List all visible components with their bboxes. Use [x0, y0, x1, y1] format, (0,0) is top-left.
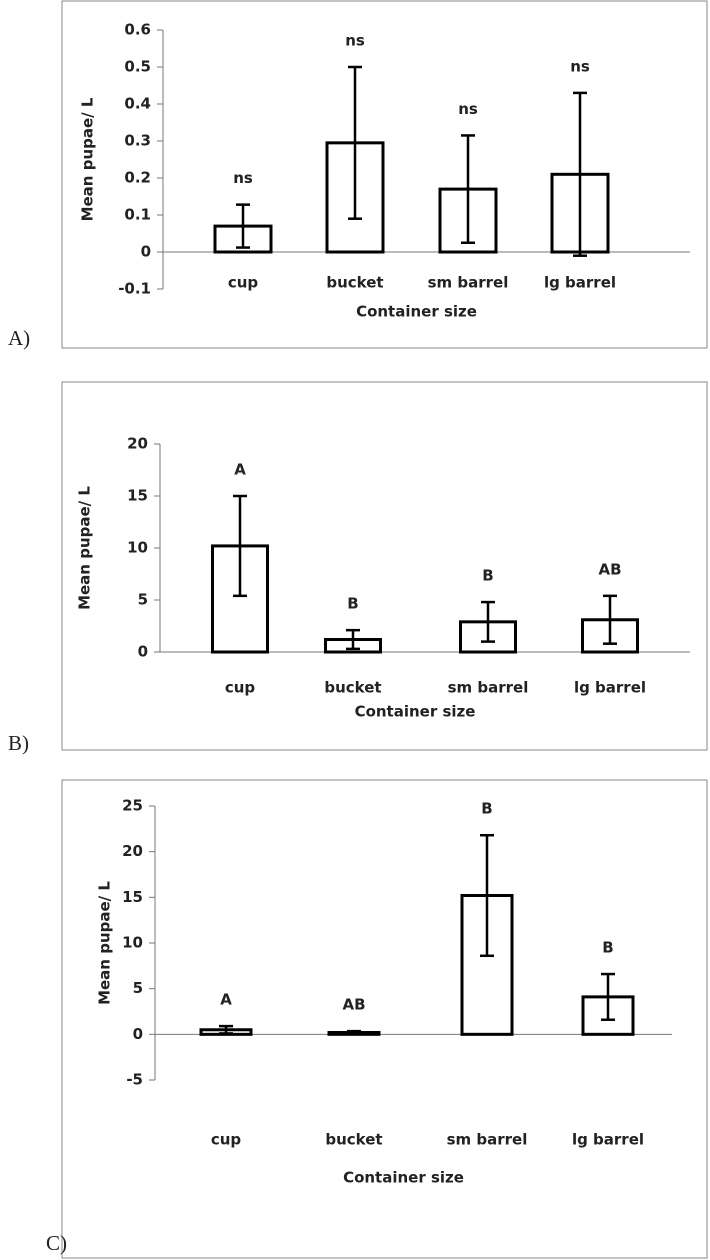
chart-panel: C) -5 0 5 10 15 20 25 Mean pupae/ L Container siz…	[46, 779, 708, 1259]
x-tick-label: sm barrel	[448, 679, 529, 697]
annotation: AB	[342, 996, 365, 1014]
y-axis-label: Mean pupae/ L	[96, 881, 114, 1005]
x-axis-label: Container size	[355, 703, 476, 721]
y-tick-label: 10	[122, 934, 143, 952]
y-tick-label: 0.1	[124, 206, 151, 224]
y-tick-label: 10	[127, 539, 148, 557]
annotation: ns	[458, 100, 478, 118]
x-tick-label: cup	[225, 679, 256, 697]
annotation: ns	[345, 32, 365, 50]
x-tick-label: sm barrel	[447, 1131, 528, 1149]
panel-frame	[61, 779, 708, 1259]
chart-panel: A) -0.1 0 0.1 0.2 0.3 0.4 0.5 0.6 Mean pupae/ L Co…	[8, 0, 708, 350]
x-tick-label: bucket	[326, 274, 383, 292]
annotation: B	[481, 800, 492, 818]
y-tick-label: 0.6	[124, 21, 151, 39]
y-tick-label: 0	[138, 643, 148, 661]
y-axis-label: Mean pupae/ L	[76, 486, 94, 610]
y-tick-label: 0.3	[124, 132, 151, 150]
y-tick-label: 5	[138, 591, 148, 609]
y-tick-label: 5	[133, 979, 143, 997]
x-axis-label: Container size	[343, 1169, 464, 1187]
panel-label: A)	[8, 326, 30, 350]
annotation: B	[482, 567, 493, 585]
y-tick-label: -5	[126, 1071, 143, 1089]
x-tick-label: sm barrel	[428, 274, 509, 292]
y-tick-label: 0.4	[124, 95, 151, 113]
x-tick-label: lg barrel	[544, 274, 616, 292]
panel-label: C)	[46, 1231, 67, 1255]
y-tick-label: 25	[122, 797, 143, 815]
y-tick-label: 15	[122, 888, 143, 906]
x-tick-label: lg barrel	[572, 1131, 644, 1149]
y-tick-label: 0	[141, 243, 151, 261]
annotation: A	[234, 461, 246, 479]
annotation: A	[220, 991, 232, 1009]
annotation: B	[602, 939, 613, 957]
x-tick-label: lg barrel	[574, 679, 646, 697]
panel-frame	[61, 0, 708, 349]
y-tick-label: 0	[133, 1025, 143, 1043]
y-tick-label: 0.5	[124, 58, 151, 76]
y-tick-label: -0.1	[118, 280, 151, 298]
x-tick-label: bucket	[324, 679, 381, 697]
y-tick-label: 15	[127, 487, 148, 505]
annotation: B	[347, 595, 358, 613]
annotation: AB	[598, 560, 621, 578]
panel-frame	[61, 381, 708, 751]
annotation: ns	[570, 57, 590, 75]
chart-panel: B) 0 5 10 15 20 Mean pupae/ L Container size cup…	[8, 381, 708, 755]
y-tick-label: 20	[122, 842, 143, 860]
x-tick-label: bucket	[325, 1131, 382, 1149]
y-axis-label: Mean pupae/ L	[79, 97, 97, 221]
x-tick-label: cup	[228, 274, 259, 292]
annotation: ns	[233, 169, 253, 187]
panel-label: B)	[8, 731, 29, 755]
y-tick-label: 20	[127, 435, 148, 453]
x-tick-label: cup	[211, 1131, 242, 1149]
y-tick-label: 0.2	[124, 169, 151, 187]
x-axis-label: Container size	[356, 303, 477, 321]
